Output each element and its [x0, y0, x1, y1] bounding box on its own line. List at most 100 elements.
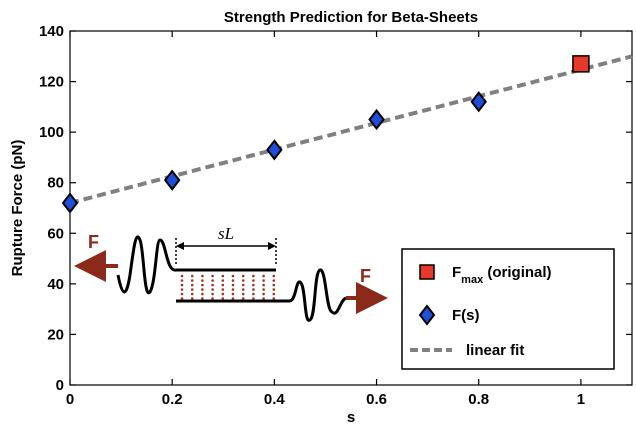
hydrogen-bond-dot [252, 288, 255, 291]
hydrogen-bond-dot [180, 283, 184, 287]
data-point-fs [368, 108, 385, 131]
hydrogen-bond-dot [211, 283, 214, 287]
hydrogen-bond-dot [221, 274, 225, 278]
hydrogen-bond-dot [211, 297, 214, 300]
y-axis: 0 20 40 60 80 100 120 140 [39, 23, 632, 394]
hydrogen-bond-dot [231, 297, 235, 300]
hydrogen-bond-dot [231, 274, 235, 278]
hydrogen-bond-dot [241, 288, 245, 291]
hydrogen-bond-dot [231, 283, 235, 287]
hydrogen-bond-dot [221, 292, 225, 296]
hydrogen-bond-dot [272, 283, 276, 287]
hydrogen-bond-dot [190, 274, 194, 278]
x-axis-label: s [347, 409, 355, 426]
hydrogen-bond-dot [201, 274, 204, 278]
hydrogen-bond-dot [211, 274, 214, 278]
hydrogen-bond-dot [272, 297, 276, 300]
hydrogen-bond-dot [231, 292, 235, 296]
y-tick-label: 40 [47, 276, 64, 293]
hydrogen-bond-dot [211, 279, 214, 282]
legend-fs-label: F(s) [452, 307, 480, 324]
legend: Fmax (original) F(s) linear fit [401, 248, 615, 370]
hydrogen-bond-dot [201, 292, 204, 296]
span-arrow-right-head [268, 242, 276, 250]
data-point-fs [163, 169, 181, 191]
hydrogen-bond-dot [252, 292, 255, 296]
hydrogen-bond-dot [180, 297, 184, 300]
x-tick-label: 0.4 [264, 391, 286, 408]
x-tick-label: 1 [577, 391, 585, 408]
data-point-fmax [572, 55, 590, 73]
hydrogen-bond-dot [252, 279, 255, 282]
hydrogen-bond-dot [262, 283, 265, 287]
hydrogen-bond-dot [252, 274, 255, 278]
legend-fmax-marker [419, 264, 435, 280]
hydrogen-bond-dot [252, 283, 255, 287]
hydrogen-bond-dot [262, 297, 265, 300]
hydrogen-bond-dot [221, 283, 225, 287]
right-wavy-strand [289, 268, 347, 322]
hydrogen-bonds [180, 274, 276, 300]
hydrogen-bond-dot [272, 274, 276, 278]
left-wavy-strand [116, 235, 177, 295]
hydrogen-bond-dot [241, 279, 245, 282]
x-tick-label: 0.2 [162, 391, 183, 408]
left-force-label: F [88, 232, 99, 252]
x-tick-label: 0.6 [366, 391, 387, 408]
hydrogen-bond-dot [241, 292, 245, 296]
fmax-series [572, 55, 590, 73]
y-axis-label: Rupture Force (pN) [9, 140, 26, 277]
hydrogen-bond-dot [241, 274, 245, 278]
data-point-fs [266, 139, 283, 161]
y-tick-label: 100 [39, 124, 64, 141]
hydrogen-bond-dot [190, 297, 194, 300]
hydrogen-bond-dot [221, 297, 225, 300]
data-point-fs [61, 192, 79, 214]
legend-fit-label: linear fit [466, 342, 524, 359]
hydrogen-bond-dot [262, 292, 265, 296]
hydrogen-bond-dot [190, 283, 194, 287]
x-tick-label: 0.8 [468, 391, 489, 408]
span-arrow-left-head [176, 242, 184, 250]
hydrogen-bond-dot [190, 279, 194, 282]
beta-sheet-schematic: sL F F [74, 224, 388, 322]
hydrogen-bond-dot [201, 279, 204, 282]
hydrogen-bond-dot [262, 274, 265, 278]
y-tick-label: 120 [39, 74, 64, 91]
hydrogen-bond-dot [180, 288, 184, 291]
hydrogen-bond-dot [190, 292, 194, 296]
hydrogen-bond-dot [211, 292, 214, 296]
span-label: sL [218, 224, 234, 243]
hydrogen-bond-dot [180, 279, 184, 282]
hydrogen-bond-dot [252, 297, 255, 300]
right-force-label: F [360, 266, 371, 286]
y-tick-label: 60 [47, 225, 64, 242]
hydrogen-bond-dot [262, 279, 265, 282]
hydrogen-bond-dot [272, 288, 276, 291]
fs-series [61, 91, 487, 214]
chart-title: Strength Prediction for Beta-Sheets [224, 9, 478, 26]
hydrogen-bond-dot [180, 274, 184, 278]
hydrogen-bond-dot [221, 279, 225, 282]
legend-fs-marker [418, 304, 436, 326]
hydrogen-bond-dot [201, 297, 204, 300]
hydrogen-bond-dot [241, 297, 245, 300]
hydrogen-bond-dot [201, 288, 204, 291]
legend-fmax-label: Fmax (original) [452, 264, 552, 286]
x-axis: 0 0.2 0.4 0.6 0.8 1 [66, 31, 585, 408]
y-tick-label: 20 [47, 326, 64, 343]
hydrogen-bond-dot [180, 292, 184, 296]
hydrogen-bond-dot [190, 288, 194, 291]
hydrogen-bond-dot [272, 279, 276, 282]
hydrogen-bond-dot [221, 288, 225, 291]
x-tick-label: 0 [66, 391, 74, 408]
y-tick-label: 140 [39, 23, 64, 40]
hydrogen-bond-dot [231, 288, 235, 291]
hydrogen-bond-dot [272, 292, 276, 296]
hydrogen-bond-dot [241, 283, 245, 287]
hydrogen-bond-dot [201, 283, 204, 287]
y-tick-label: 0 [56, 377, 64, 394]
y-tick-label: 80 [47, 175, 64, 192]
data-point-fs [470, 91, 487, 113]
